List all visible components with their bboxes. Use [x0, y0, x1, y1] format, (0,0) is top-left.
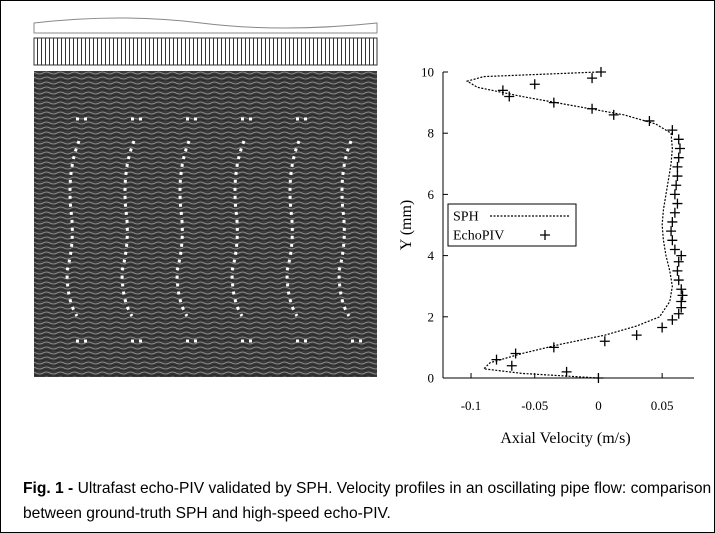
echopiv-point	[671, 180, 682, 191]
echopiv-point	[595, 67, 606, 77]
echopiv-point	[673, 275, 684, 286]
caption-label: Fig. 1 -	[23, 480, 74, 497]
echopiv-point	[669, 207, 680, 218]
echopiv-point	[673, 308, 684, 319]
bmode-image	[34, 71, 377, 377]
wall-wave	[33, 17, 378, 34]
echopiv-point	[561, 366, 572, 377]
echopiv-point	[608, 109, 619, 120]
echopiv-point	[657, 322, 668, 333]
transducer-bar	[33, 37, 378, 66]
echopiv-point	[673, 256, 684, 267]
echopiv-point	[631, 330, 642, 341]
echopiv-point	[504, 91, 515, 102]
echopiv-point	[672, 265, 683, 276]
echopiv-point	[677, 290, 688, 301]
sph-line	[465, 71, 673, 379]
x-tick-label: 0	[595, 398, 602, 413]
echopiv-point	[672, 161, 683, 172]
figure-graphics: 0 2 4 6 8 10 -0.1 -0.05 0 0.05 Axial Velocity (m/s…	[33, 17, 694, 447]
velocity-arrows	[65, 117, 365, 343]
echopiv-point	[599, 336, 610, 347]
echopiv-point	[669, 244, 680, 255]
echopiv-point	[674, 143, 685, 154]
echopiv-point	[673, 134, 684, 145]
echopiv-point	[593, 373, 604, 383]
echopiv-point	[667, 125, 678, 136]
echopiv-point	[672, 198, 683, 209]
caption-text: Ultrafast echo-PIV validated by SPH. Vel…	[23, 480, 712, 522]
x-tick-label: -0.1	[461, 398, 482, 413]
echopiv-point	[667, 314, 678, 325]
x-axis-label: Axial Velocity (m/s)	[500, 430, 630, 447]
echopiv-point	[676, 296, 687, 307]
legend-swatch	[540, 230, 550, 240]
echopiv-point	[666, 226, 677, 237]
echopiv-point	[587, 73, 598, 84]
echopiv-point	[676, 284, 687, 295]
echopiv-point	[673, 152, 684, 163]
plot: 0 2 4 6 8 10 -0.1 -0.05 0 0.05 Axial Velocity (m/s…	[398, 65, 694, 447]
echopiv-point	[548, 342, 559, 353]
echopiv-point	[510, 348, 521, 359]
echopiv-point	[644, 115, 655, 126]
echopiv-point	[548, 97, 559, 108]
caption: Fig. 1 - Ultrafast echo-PIV validated by…	[23, 476, 713, 526]
y-axis-label: Y (mm)	[398, 200, 415, 251]
legend-label: EchoPIV	[453, 229, 504, 244]
y-tick-label: 4	[428, 248, 435, 263]
echopiv-point	[667, 216, 678, 227]
x-tick-label: 0.05	[651, 398, 674, 413]
echopiv-point	[587, 103, 598, 114]
ultrasound-image	[33, 17, 378, 377]
echopiv-point	[676, 250, 687, 261]
echopiv-point	[667, 235, 678, 246]
y-tick-label: 10	[421, 65, 434, 80]
echopiv-point	[669, 189, 680, 200]
echopiv-point	[506, 360, 517, 371]
y-tick-label: 0	[428, 371, 435, 386]
x-tick-label: -0.05	[521, 398, 548, 413]
echopiv-point	[497, 85, 508, 96]
y-tick-label: 2	[428, 309, 435, 324]
echopiv-point	[491, 354, 502, 365]
y-tick-label: 8	[428, 126, 435, 141]
echopiv-point	[672, 171, 683, 182]
y-tick-label: 6	[428, 187, 435, 202]
echopiv-point	[529, 79, 540, 90]
legend-box	[447, 203, 577, 247]
legend-label: SPH	[453, 210, 479, 225]
